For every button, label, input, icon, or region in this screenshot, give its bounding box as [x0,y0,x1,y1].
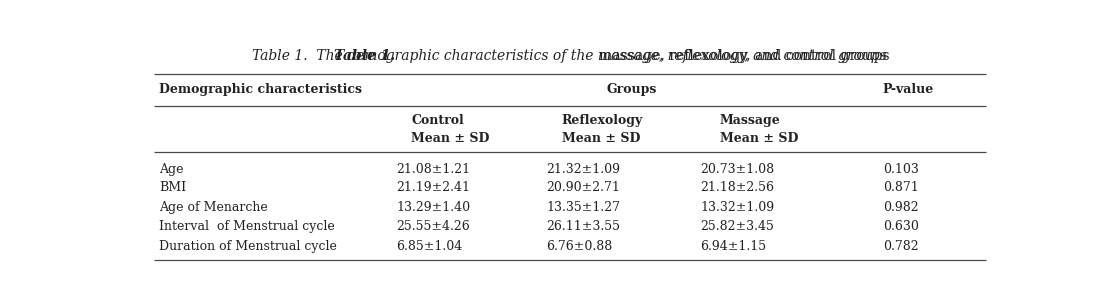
Text: Table 1.: Table 1. [334,48,395,62]
Text: 20.90±2.71: 20.90±2.71 [546,181,620,194]
Text: Table 1.  The demographic characteristics of the massage, reflexology, and contr: Table 1. The demographic characteristics… [252,48,886,62]
Text: 25.55±4.26: 25.55±4.26 [396,220,470,234]
Text: Reflexology
Mean ± SD: Reflexology Mean ± SD [562,114,643,145]
Text: 26.11±3.55: 26.11±3.55 [546,220,620,234]
Text: 21.19±2.41: 21.19±2.41 [396,181,470,194]
Text: Demographic characteristics: Demographic characteristics [160,83,362,97]
Text: 6.85±1.04: 6.85±1.04 [396,240,462,253]
Text: Duration of Menstrual cycle: Duration of Menstrual cycle [160,240,337,253]
Text: Table 1.  The demographic characteristics of the massage, reflexology, and contr: Table 1. The demographic characteristics… [252,48,886,62]
Text: 6.76±0.88: 6.76±0.88 [546,240,613,253]
Text: Control
Mean ± SD: Control Mean ± SD [411,114,490,145]
Text: 21.18±2.56: 21.18±2.56 [700,181,775,194]
Text: Groups: Groups [606,83,656,97]
Text: 20.73±1.08: 20.73±1.08 [700,163,775,176]
Text: 0.782: 0.782 [882,240,918,253]
Text: 6.94±1.15: 6.94±1.15 [700,240,767,253]
Text: 13.32±1.09: 13.32±1.09 [700,201,775,214]
Text: P-value: P-value [882,83,935,97]
Text: 21.08±1.21: 21.08±1.21 [396,163,471,176]
Text: 21.32±1.09: 21.32±1.09 [546,163,620,176]
Text: 0.103: 0.103 [882,163,919,176]
Text: Age: Age [160,163,184,176]
Text: Interval  of Menstrual cycle: Interval of Menstrual cycle [160,220,335,234]
Text: Massage
Mean ± SD: Massage Mean ± SD [720,114,798,145]
Text: 0.871: 0.871 [882,181,919,194]
Text: BMI: BMI [160,181,186,194]
Text: 13.35±1.27: 13.35±1.27 [546,201,620,214]
Text: Age of Menarche: Age of Menarche [160,201,269,214]
Text: 13.29±1.40: 13.29±1.40 [396,201,471,214]
Text: 25.82±3.45: 25.82±3.45 [700,220,775,234]
Text: massage, reflexology, and control groups: massage, reflexology, and control groups [599,48,889,62]
Text: 0.982: 0.982 [882,201,918,214]
Text: 0.630: 0.630 [882,220,919,234]
